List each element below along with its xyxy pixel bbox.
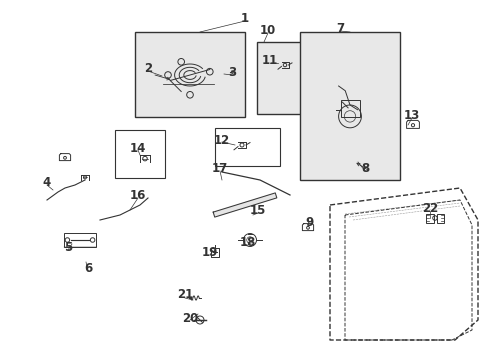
Text: 1: 1: [241, 12, 248, 24]
Text: 12: 12: [213, 134, 230, 147]
Bar: [425, 213, 433, 222]
Text: 4: 4: [43, 176, 51, 189]
Text: 19: 19: [202, 246, 218, 258]
Bar: [436, 213, 443, 222]
Text: 16: 16: [129, 189, 146, 202]
Text: 22: 22: [421, 202, 437, 215]
Text: 21: 21: [177, 288, 193, 302]
Text: 2: 2: [143, 62, 152, 75]
Bar: [63, 233, 96, 247]
Text: 17: 17: [211, 162, 228, 175]
Text: 6: 6: [84, 261, 92, 274]
Text: 8: 8: [360, 162, 368, 175]
Bar: [257, 42, 314, 114]
Text: 15: 15: [249, 203, 265, 216]
Polygon shape: [213, 193, 276, 217]
Text: 7: 7: [335, 22, 344, 35]
Text: 18: 18: [239, 235, 256, 248]
Text: 13: 13: [403, 108, 419, 122]
Text: 3: 3: [227, 66, 236, 78]
Bar: [299, 32, 399, 180]
Text: 14: 14: [129, 141, 146, 154]
Text: 10: 10: [259, 23, 276, 36]
Text: 11: 11: [262, 54, 278, 67]
Bar: [340, 100, 359, 117]
Text: 9: 9: [305, 216, 313, 229]
Bar: [215, 128, 280, 166]
Bar: [115, 130, 164, 178]
Text: 20: 20: [182, 311, 198, 324]
Bar: [135, 32, 244, 117]
Text: 5: 5: [64, 240, 72, 253]
